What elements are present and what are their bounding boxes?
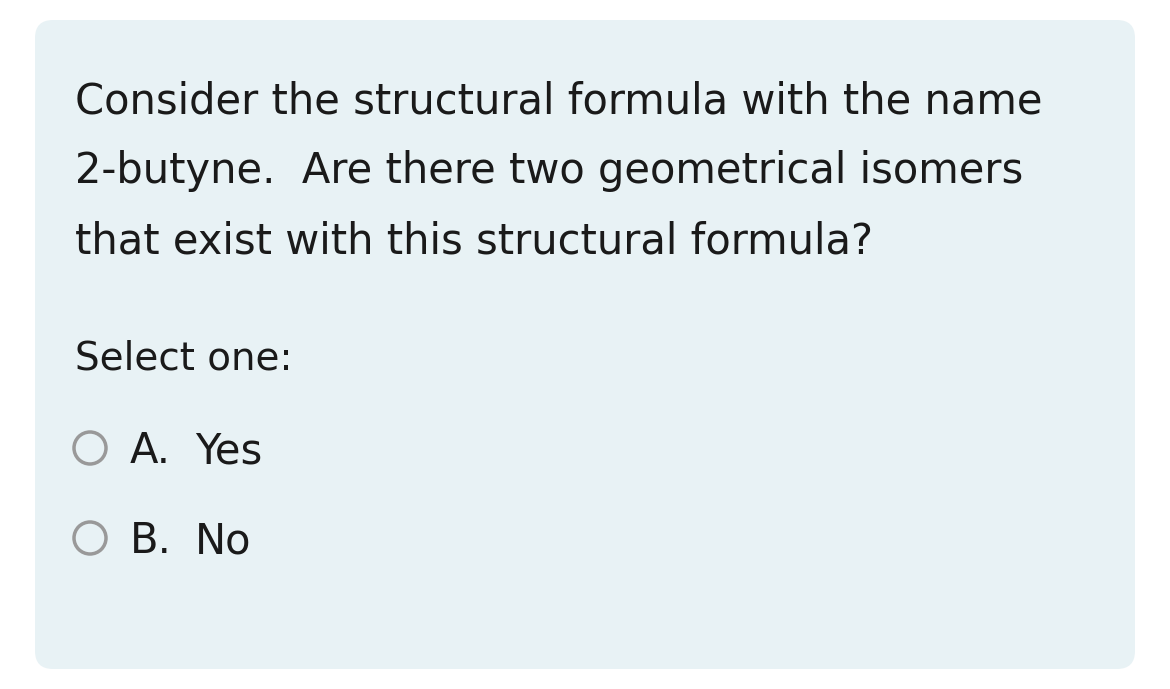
Text: No: No [195,520,252,562]
Text: Select one:: Select one: [75,340,292,378]
Text: Yes: Yes [195,430,262,472]
Text: A.: A. [130,430,171,472]
Text: B.: B. [130,520,172,562]
FancyBboxPatch shape [35,20,1135,669]
Text: 2-butyne.  Are there two geometrical isomers: 2-butyne. Are there two geometrical isom… [75,150,1024,192]
Text: that exist with this structural formula?: that exist with this structural formula? [75,220,873,262]
Text: Consider the structural formula with the name: Consider the structural formula with the… [75,80,1042,122]
